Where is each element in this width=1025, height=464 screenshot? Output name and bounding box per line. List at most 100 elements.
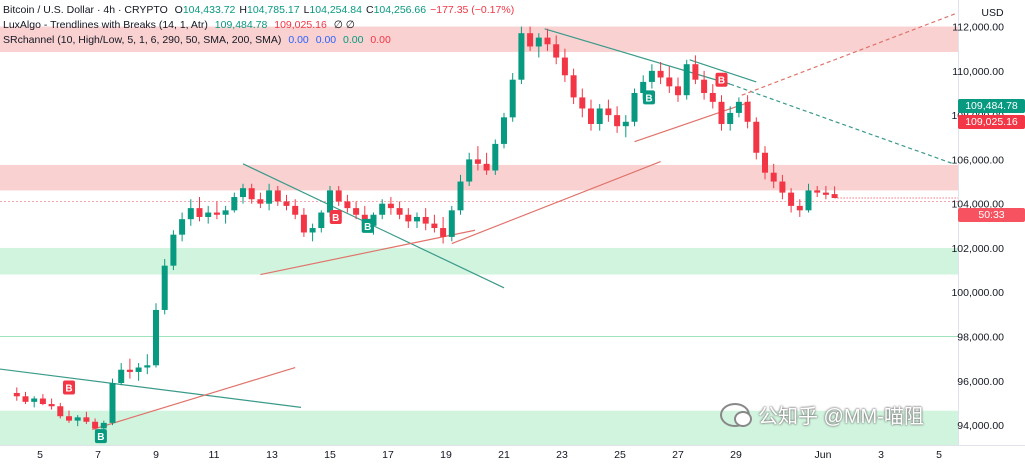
y-tick-label: 94,000.00 [957, 420, 1004, 432]
candle-body [709, 92, 716, 102]
candle-body [735, 101, 742, 113]
trendline-up-dashed [741, 12, 957, 96]
candle-body [109, 383, 116, 423]
candle-body [92, 421, 99, 429]
trendline-down [0, 368, 302, 408]
x-tick-label: 29 [730, 449, 742, 461]
y-tick-label: 112,000.00 [952, 22, 1004, 34]
candle-body [292, 205, 299, 215]
candle-body [83, 417, 90, 422]
candle-body [570, 75, 577, 98]
candle-body [396, 208, 403, 215]
y-tick-label: 110,000.00 [952, 66, 1004, 78]
candle-body [144, 365, 151, 368]
candle-body [205, 212, 212, 217]
candle-body [187, 208, 194, 220]
y-tick-label: 100,000.00 [951, 287, 1004, 299]
price-tag-upper-trendline: 109,484.78 [958, 99, 1025, 113]
trendline-down [544, 28, 731, 85]
legend-ohlc: O104,433.72 H104,785.17 L104,254.84 C104,25… [175, 4, 519, 16]
candle-body [779, 181, 786, 193]
trendline-up [451, 161, 661, 245]
candle-body [274, 190, 281, 202]
candle-body [770, 172, 777, 182]
indicator1-value-2: 109,025.16 [274, 19, 327, 31]
candle-body [822, 192, 829, 195]
signal-buy-label [643, 90, 655, 105]
candle-body [622, 121, 629, 127]
candle-body [161, 265, 168, 310]
candle-body [535, 37, 542, 47]
indicator1-value-1: 109,484.78 [214, 19, 268, 31]
indicator2-value-1: 0.00 [288, 34, 309, 46]
candle-body [457, 181, 464, 211]
x-tick-label: 7 [95, 449, 101, 461]
candle-body [796, 205, 803, 211]
signal-buy-label [361, 218, 374, 233]
candle-body [257, 199, 264, 204]
indicator2-value-2: 0.00 [315, 34, 337, 46]
candle-body [31, 398, 38, 402]
open-label: O [174, 4, 183, 16]
candle-body [805, 190, 812, 211]
candle-body [213, 212, 220, 215]
candle-body [387, 203, 394, 209]
candle-body [13, 392, 20, 397]
x-tick-label: 5 [37, 449, 43, 461]
indicator2-value-3: 0.00 [343, 34, 364, 46]
candle-body [248, 188, 255, 200]
candle-body [701, 79, 708, 93]
candle-body [518, 33, 525, 80]
candle-body [126, 369, 133, 372]
candle-body [309, 228, 316, 233]
trendline-down [689, 59, 757, 83]
indicator1-name: LuxAlgo - Trendlines with Breaks (14, 1,… [3, 19, 208, 31]
candle-body [22, 396, 29, 402]
close-value: 104,256.66 [373, 4, 427, 16]
legend-symbol[interactable]: Bitcoin / U.S. Dollar · 4h · CRYPTO [3, 4, 168, 16]
candle-body [39, 398, 46, 405]
low-label: L [303, 4, 310, 16]
candle-body [379, 203, 386, 215]
candle-body [135, 367, 142, 372]
signal-sell-text: B [332, 213, 339, 224]
candle-body [222, 210, 229, 215]
signal-buy-text: B [645, 93, 652, 104]
low-value: 104,254.84 [309, 4, 362, 16]
candle-body [405, 214, 412, 222]
close-label: C [365, 4, 374, 16]
candle-body [675, 86, 681, 96]
sr-zone-support [0, 247, 958, 275]
wechat-icon [720, 402, 752, 427]
candle-body [448, 210, 455, 237]
legend-indicator-2[interactable]: SRchannel (10, High/Low, 5, 1, 6, 290, 5… [3, 33, 522, 48]
candle-body [48, 404, 55, 407]
legend-indicator-1[interactable]: LuxAlgo - Trendlines with Breaks (14, 1,… [3, 18, 522, 33]
candle-body [648, 70, 655, 82]
x-tick-label: 23 [556, 449, 568, 461]
candle-body [544, 37, 551, 45]
candle-body [57, 406, 64, 417]
candle-body [196, 208, 203, 217]
candle-body [327, 190, 333, 213]
currency-selector[interactable]: USD [981, 7, 1004, 19]
x-tick-label: 27 [672, 449, 684, 461]
candle-body [762, 152, 768, 173]
x-tick-label: 3 [878, 449, 884, 461]
x-tick-label: 25 [614, 449, 626, 461]
candle-body [727, 112, 734, 124]
y-tick-label: 106,000.00 [951, 154, 1004, 166]
candle-body [353, 208, 360, 215]
open-value: 104,433.72 [182, 4, 236, 16]
candle-body [831, 194, 838, 198]
x-tick-label: 19 [440, 449, 452, 461]
candle-body [483, 163, 490, 171]
candle-body [561, 57, 568, 76]
signal-buy-text: B [97, 432, 104, 443]
candle-body [666, 77, 673, 87]
signal-sell-label [63, 380, 75, 395]
candle-body [474, 159, 481, 164]
candle-body [509, 79, 516, 118]
candle-body [788, 192, 795, 206]
